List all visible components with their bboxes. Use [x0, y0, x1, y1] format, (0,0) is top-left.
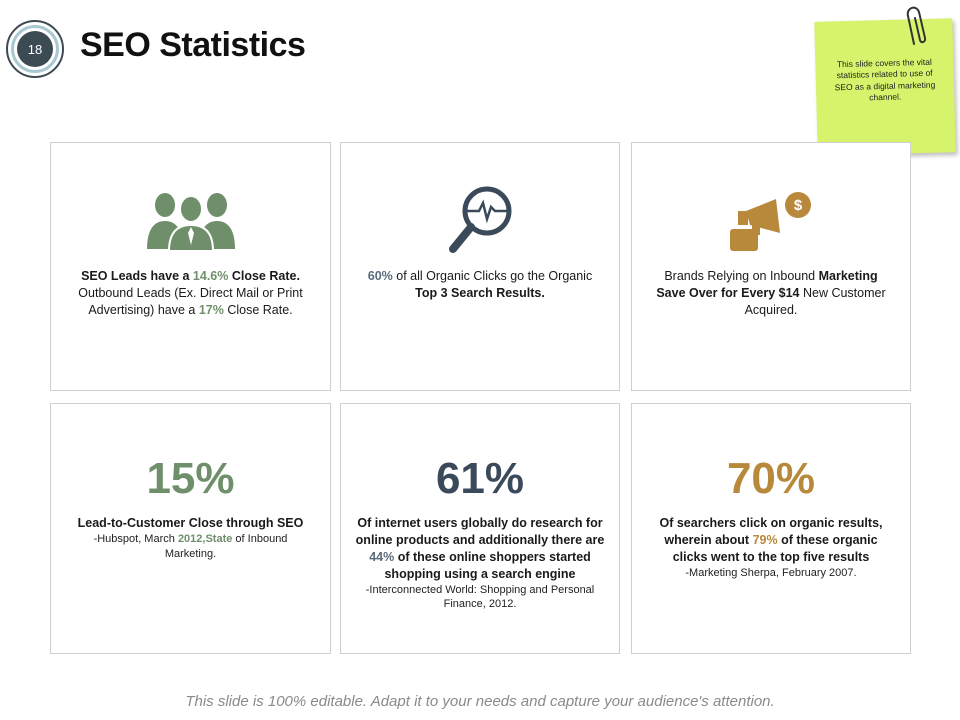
top-five-value: 79% [752, 532, 778, 547]
internet-users-description: Of internet users globally do research f… [355, 515, 605, 612]
page-title: SEO Statistics [80, 26, 306, 64]
slide-number-badge: 18 [6, 20, 64, 78]
organic-results-text: Of searchers click on organic results, w… [659, 516, 883, 547]
organic-clicks-text-part: of all Organic Clicks go the Organic [392, 269, 593, 283]
close-rate-heading: Lead-to-Customer Close through SEO [77, 516, 304, 530]
seo-leads-text-part: Close Rate. [228, 269, 300, 283]
stat-card-organic-results: 70% Of searchers click on organic result… [631, 403, 911, 654]
organic-results-text-end: of these organic clicks went to the top … [672, 532, 878, 564]
online-shoppers-value: 44% [369, 549, 395, 564]
megaphone-dollar-icon: $ [730, 192, 811, 251]
sticky-note-text: This slide covers the vital statistics r… [834, 56, 936, 103]
source-highlight: 2012,State [177, 532, 233, 545]
internet-users-text-end: of these online shoppers started shoppin… [384, 549, 591, 581]
stat-card-inbound-marketing: $ Brands Relying on Inbound Marketing Sa… [631, 142, 911, 391]
seo-leads-text-part: SEO Leads have a [81, 269, 193, 283]
seo-leads-text: SEO Leads have a 14.6% Close Rate. Outbo… [69, 268, 312, 319]
footer-note: This slide is 100% editable. Adapt it to… [185, 693, 775, 710]
internet-users-source: -Interconnected World: Shopping and Pers… [365, 583, 595, 611]
stat-value-70: 70% [726, 454, 816, 503]
organic-clicks-text: 60% of all Organic Clicks go the Organic… [359, 268, 601, 302]
sticky-note: This slide covers the vital statistics r… [814, 18, 956, 156]
inbound-savings-text: Marketing Save Over for Every $14 [656, 269, 878, 300]
stat-card-organic-clicks: 60% of all Organic Clicks go the Organic… [340, 142, 620, 391]
stat-card-seo-leads: SEO Leads have a 14.6% Close Rate. Outbo… [50, 142, 331, 391]
source-text-end: of Inbound Marketing. [164, 532, 288, 560]
stat-card-close-rate: 15% Lead-to-Customer Close through SEO -… [50, 403, 331, 654]
close-rate-source: -Hubspot, March 2012,State of Inbound Ma… [69, 532, 312, 562]
outbound-leads-text-end: Close Rate. [223, 302, 293, 317]
organic-clicks-value: 60% [367, 269, 393, 283]
stat-value-61: 61% [435, 454, 525, 503]
source-text: -Hubspot, March [93, 532, 178, 545]
inbound-text-end: New Customer Acquired. [744, 285, 886, 317]
stat-value-15: 15% [146, 454, 235, 503]
inbound-text-part: Brands Relying on Inbound [664, 269, 819, 283]
badge-ring: 18 [11, 25, 59, 73]
inbound-marketing-text: Brands Relying on Inbound Marketing Save… [650, 268, 892, 319]
organic-results-heading: Of searchers click on organic results, w… [646, 515, 896, 566]
paperclip-icon [906, 6, 927, 45]
slide-number: 18 [17, 31, 53, 67]
organic-results-description: Of searchers click on organic results, w… [646, 515, 896, 580]
svg-text:$: $ [794, 197, 803, 214]
close-rate-description: Lead-to-Customer Close through SEO -Hubs… [69, 515, 312, 562]
group-people-icon [147, 193, 235, 251]
top-3-results-text: Top 3 Search Results. [415, 285, 545, 300]
outbound-close-rate-value: 17% [198, 302, 224, 317]
internet-users-text: Of internet users globally do research f… [355, 516, 605, 547]
search-magnifier-icon [449, 186, 512, 253]
stat-card-internet-users: 61% Of internet users globally do resear… [340, 403, 620, 654]
internet-users-heading: Of internet users globally do research f… [355, 515, 605, 583]
outbound-leads-text: Outbound Leads (Ex. Direct Mail or Print… [78, 285, 303, 317]
seo-close-rate-value: 14.6% [192, 269, 229, 283]
organic-results-source: -Marketing Sherpa, February 2007. [685, 566, 857, 579]
